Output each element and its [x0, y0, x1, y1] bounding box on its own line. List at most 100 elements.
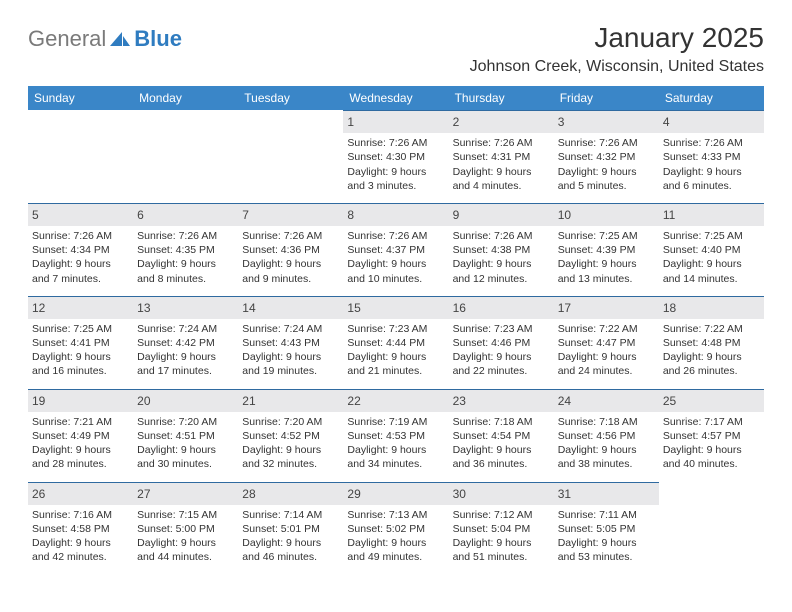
sunset-text: Sunset: 4:46 PM: [453, 336, 550, 350]
sunrise-text: Sunrise: 7:23 AM: [347, 322, 444, 336]
sunrise-text: Sunrise: 7:26 AM: [558, 136, 655, 150]
daylight-text: and 53 minutes.: [558, 550, 655, 564]
day-number: 20: [133, 389, 238, 412]
daylight-text: and 34 minutes.: [347, 457, 444, 471]
brand-part1: General: [28, 26, 106, 52]
sunset-text: Sunset: 4:32 PM: [558, 150, 655, 164]
sunrise-text: Sunrise: 7:19 AM: [347, 415, 444, 429]
weekday-header: Friday: [554, 86, 659, 110]
daylight-text: Daylight: 9 hours: [558, 165, 655, 179]
daylight-text: and 38 minutes.: [558, 457, 655, 471]
day-number: 23: [449, 389, 554, 412]
day-number: 24: [554, 389, 659, 412]
sunrise-text: Sunrise: 7:25 AM: [663, 229, 760, 243]
daylight-text: and 40 minutes.: [663, 457, 760, 471]
day-cell: 22Sunrise: 7:19 AMSunset: 4:53 PMDayligh…: [343, 389, 448, 476]
sunset-text: Sunset: 4:58 PM: [32, 522, 129, 536]
daylight-text: Daylight: 9 hours: [32, 350, 129, 364]
weekday-header: Monday: [133, 86, 238, 110]
sail-icon: [108, 30, 132, 48]
day-number: 5: [28, 203, 133, 226]
daylight-text: Daylight: 9 hours: [137, 257, 234, 271]
sunrise-text: Sunrise: 7:14 AM: [242, 508, 339, 522]
weekday-header: Wednesday: [343, 86, 448, 110]
daylight-text: Daylight: 9 hours: [32, 536, 129, 550]
day-number: 25: [659, 389, 764, 412]
day-number: 26: [28, 482, 133, 505]
day-cell: 11Sunrise: 7:25 AMSunset: 4:40 PMDayligh…: [659, 203, 764, 290]
daylight-text: and 51 minutes.: [453, 550, 550, 564]
sunset-text: Sunset: 4:57 PM: [663, 429, 760, 443]
weekday-header: Sunday: [28, 86, 133, 110]
sunset-text: Sunset: 4:54 PM: [453, 429, 550, 443]
brand-part2: Blue: [134, 26, 182, 52]
sunrise-text: Sunrise: 7:26 AM: [347, 136, 444, 150]
daylight-text: Daylight: 9 hours: [242, 443, 339, 457]
daylight-text: Daylight: 9 hours: [663, 350, 760, 364]
weeks-container: 1Sunrise: 7:26 AMSunset: 4:30 PMDaylight…: [28, 110, 764, 568]
day-number: [28, 110, 133, 133]
day-number: 12: [28, 296, 133, 319]
sunrise-text: Sunrise: 7:13 AM: [347, 508, 444, 522]
day-cell: 14Sunrise: 7:24 AMSunset: 4:43 PMDayligh…: [238, 296, 343, 383]
sunrise-text: Sunrise: 7:26 AM: [242, 229, 339, 243]
day-cell: 18Sunrise: 7:22 AMSunset: 4:48 PMDayligh…: [659, 296, 764, 383]
day-cell: 23Sunrise: 7:18 AMSunset: 4:54 PMDayligh…: [449, 389, 554, 476]
day-cell: [659, 482, 764, 569]
daylight-text: and 36 minutes.: [453, 457, 550, 471]
sunset-text: Sunset: 4:35 PM: [137, 243, 234, 257]
sunset-text: Sunset: 4:44 PM: [347, 336, 444, 350]
location-text: Johnson Creek, Wisconsin, United States: [470, 58, 764, 76]
sunset-text: Sunset: 4:37 PM: [347, 243, 444, 257]
day-number: 2: [449, 110, 554, 133]
day-cell: 16Sunrise: 7:23 AMSunset: 4:46 PMDayligh…: [449, 296, 554, 383]
daylight-text: Daylight: 9 hours: [347, 350, 444, 364]
week-row: 12Sunrise: 7:25 AMSunset: 4:41 PMDayligh…: [28, 296, 764, 383]
header: General Blue January 2025 Johnson Creek,…: [28, 22, 764, 76]
daylight-text: Daylight: 9 hours: [453, 536, 550, 550]
week-row: 1Sunrise: 7:26 AMSunset: 4:30 PMDaylight…: [28, 110, 764, 197]
day-number: 22: [343, 389, 448, 412]
day-number: 10: [554, 203, 659, 226]
title-block: January 2025 Johnson Creek, Wisconsin, U…: [470, 22, 764, 76]
daylight-text: and 6 minutes.: [663, 179, 760, 193]
daylight-text: and 24 minutes.: [558, 364, 655, 378]
daylight-text: and 4 minutes.: [453, 179, 550, 193]
daylight-text: and 14 minutes.: [663, 272, 760, 286]
day-number: 16: [449, 296, 554, 319]
daylight-text: and 26 minutes.: [663, 364, 760, 378]
sunrise-text: Sunrise: 7:25 AM: [558, 229, 655, 243]
daylight-text: and 9 minutes.: [242, 272, 339, 286]
sunset-text: Sunset: 4:34 PM: [32, 243, 129, 257]
daylight-text: Daylight: 9 hours: [663, 257, 760, 271]
daylight-text: Daylight: 9 hours: [32, 257, 129, 271]
daylight-text: Daylight: 9 hours: [663, 165, 760, 179]
sunset-text: Sunset: 4:53 PM: [347, 429, 444, 443]
weekday-header: Saturday: [659, 86, 764, 110]
day-cell: 19Sunrise: 7:21 AMSunset: 4:49 PMDayligh…: [28, 389, 133, 476]
day-number: 1: [343, 110, 448, 133]
day-cell: 17Sunrise: 7:22 AMSunset: 4:47 PMDayligh…: [554, 296, 659, 383]
day-cell: 8Sunrise: 7:26 AMSunset: 4:37 PMDaylight…: [343, 203, 448, 290]
day-number: 14: [238, 296, 343, 319]
day-number: 28: [238, 482, 343, 505]
day-cell: 31Sunrise: 7:11 AMSunset: 5:05 PMDayligh…: [554, 482, 659, 569]
sunset-text: Sunset: 5:00 PM: [137, 522, 234, 536]
day-cell: 3Sunrise: 7:26 AMSunset: 4:32 PMDaylight…: [554, 110, 659, 197]
weekday-header-row: SundayMondayTuesdayWednesdayThursdayFrid…: [28, 86, 764, 110]
sunrise-text: Sunrise: 7:16 AM: [32, 508, 129, 522]
day-cell: 25Sunrise: 7:17 AMSunset: 4:57 PMDayligh…: [659, 389, 764, 476]
day-cell: 2Sunrise: 7:26 AMSunset: 4:31 PMDaylight…: [449, 110, 554, 197]
sunset-text: Sunset: 5:02 PM: [347, 522, 444, 536]
day-number: 6: [133, 203, 238, 226]
sunset-text: Sunset: 4:42 PM: [137, 336, 234, 350]
daylight-text: Daylight: 9 hours: [347, 165, 444, 179]
sunset-text: Sunset: 4:56 PM: [558, 429, 655, 443]
sunrise-text: Sunrise: 7:18 AM: [453, 415, 550, 429]
sunset-text: Sunset: 4:31 PM: [453, 150, 550, 164]
sunrise-text: Sunrise: 7:21 AM: [32, 415, 129, 429]
daylight-text: Daylight: 9 hours: [453, 350, 550, 364]
day-cell: 20Sunrise: 7:20 AMSunset: 4:51 PMDayligh…: [133, 389, 238, 476]
day-cell: 9Sunrise: 7:26 AMSunset: 4:38 PMDaylight…: [449, 203, 554, 290]
sunrise-text: Sunrise: 7:11 AM: [558, 508, 655, 522]
